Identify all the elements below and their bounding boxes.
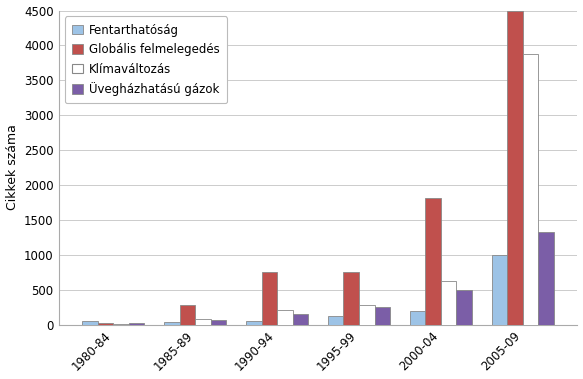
Bar: [410, 311, 425, 324]
Bar: [491, 255, 507, 324]
Bar: [293, 314, 308, 324]
Bar: [246, 321, 262, 324]
Bar: [374, 307, 390, 324]
Bar: [195, 319, 210, 324]
Bar: [538, 232, 554, 324]
Bar: [129, 323, 145, 324]
Bar: [98, 323, 113, 324]
Bar: [328, 316, 343, 324]
Bar: [82, 321, 98, 324]
Bar: [359, 305, 374, 324]
Legend: Fentarthatóság, Globális felmelegedés, Klímaváltozás, Üvegházhatású gázok: Fentarthatóság, Globális felmelegedés, K…: [65, 16, 227, 103]
Bar: [441, 281, 456, 324]
Bar: [180, 305, 195, 324]
Bar: [456, 290, 472, 324]
Bar: [164, 322, 180, 324]
Y-axis label: Cikkek száma: Cikkek száma: [6, 125, 19, 210]
Bar: [343, 272, 359, 324]
Bar: [523, 54, 538, 324]
Bar: [425, 197, 441, 324]
Bar: [277, 310, 293, 324]
Bar: [262, 272, 277, 324]
Bar: [210, 320, 226, 324]
Bar: [507, 11, 523, 324]
